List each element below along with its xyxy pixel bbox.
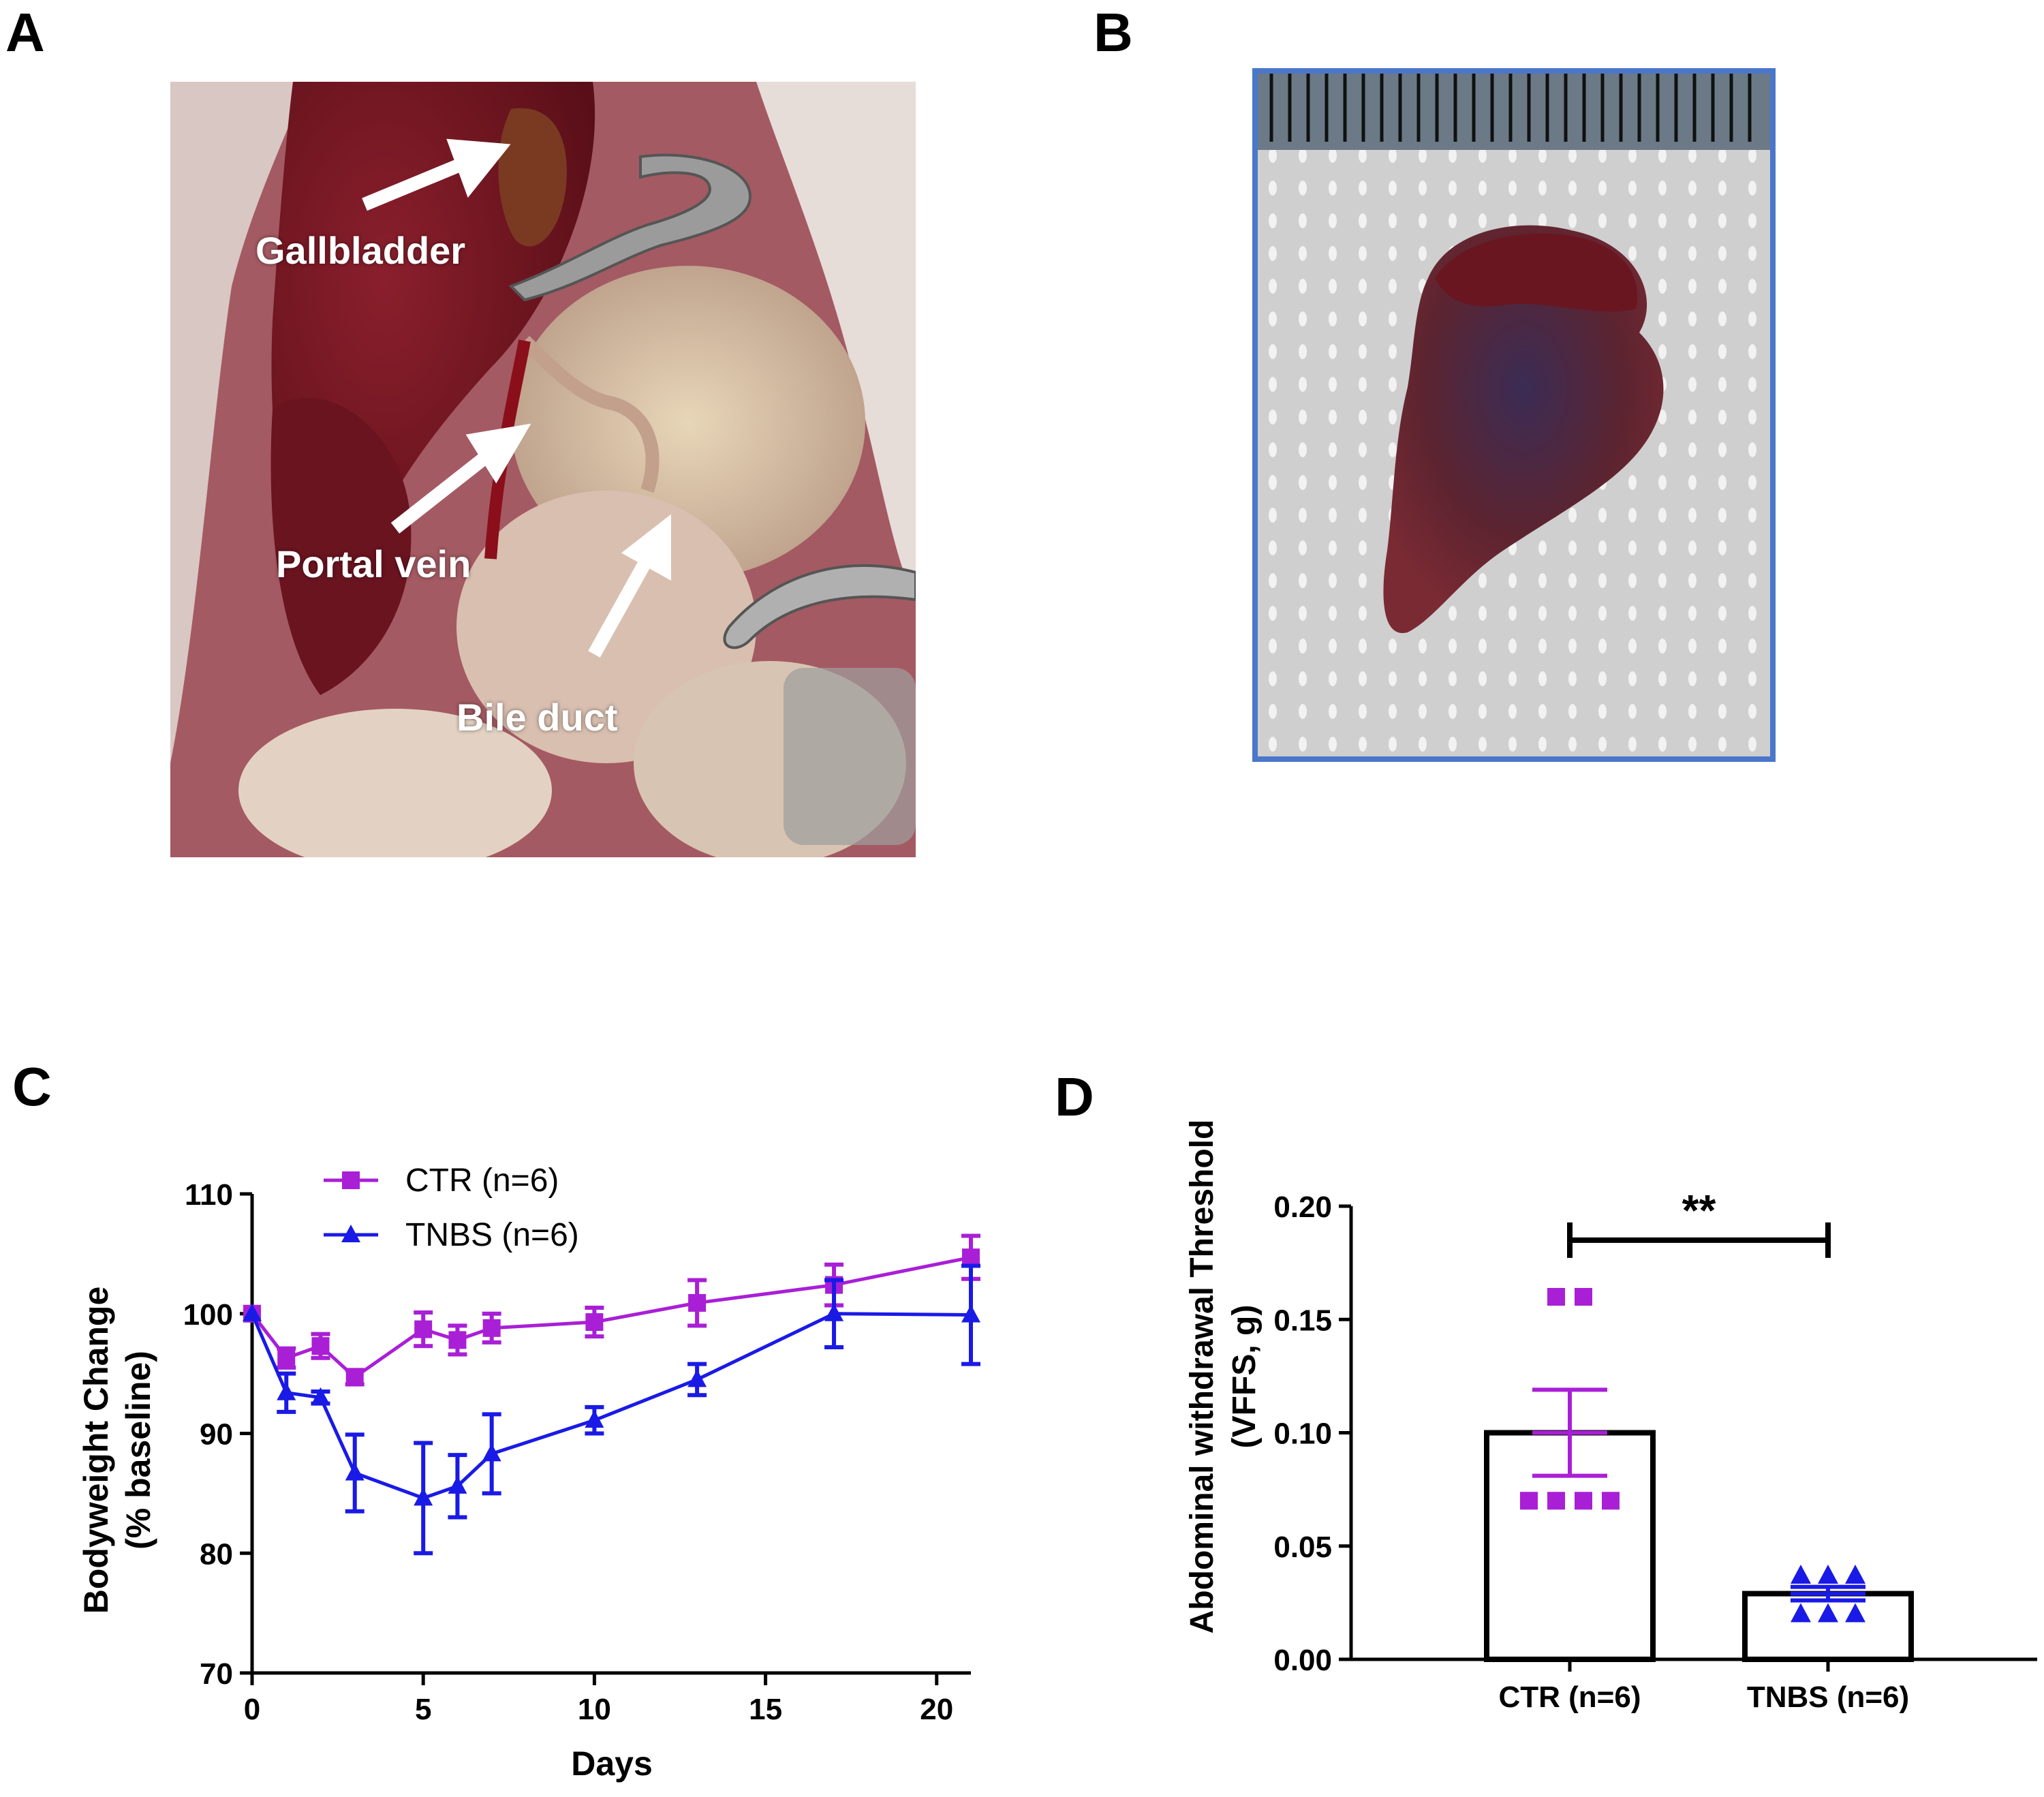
chart-d-point-tnbs [1791, 1564, 1811, 1584]
chart-d-sig-label: ** [1682, 1186, 1716, 1235]
chart-c-point-ctr [277, 1349, 296, 1367]
chart-c-point-tnbs [961, 1304, 980, 1323]
chart-d-xtick-label: TNBS (n=6) [1747, 1680, 1909, 1714]
chart-c-legend-marker-ctr [342, 1171, 360, 1189]
chart-c-point-tnbs [824, 1303, 844, 1321]
dissection-illustration [170, 82, 916, 857]
chart-c-bodyweight: 70 80 90 100 110 0 5 10 15 20 CTR (n=6) TNBS (n=6)… [77, 1163, 980, 1783]
arrow-gallbladder [362, 138, 511, 211]
tissue-illustration [1258, 74, 1770, 756]
chart-d-point-ctr [1547, 1288, 1565, 1306]
chart-d-point-ctr [1575, 1492, 1592, 1510]
dissection-photo: Gallbladder Portal vein Bile duct [170, 82, 916, 857]
chart-c-point-ctr [688, 1293, 707, 1312]
arrow-bile-duct [588, 514, 671, 658]
chart-d-ylabel-line2: (VFFS, g) [1226, 1305, 1263, 1449]
chart-d-point-ctr [1602, 1492, 1620, 1510]
chart-c-point-ctr [311, 1337, 330, 1355]
chart-c-ytick-label: 100 [183, 1298, 233, 1332]
chart-d-point-ctr [1520, 1492, 1538, 1510]
chart-c-point-tnbs [687, 1369, 707, 1387]
chart-c-legend: CTR (n=6) TNBS (n=6) [324, 1163, 579, 1253]
label-bile-duct: Bile duct [456, 696, 618, 739]
chart-c-ytick-label: 70 [200, 1657, 233, 1691]
chart-c-point-ctr [585, 1313, 604, 1332]
chart-c-point-ctr [414, 1320, 433, 1338]
chart-d-point-tnbs [1818, 1603, 1838, 1623]
chart-d-ylabel-line1: Abdominal withdrawal Threshold [1184, 1120, 1220, 1634]
panel-letter-a: A [5, 2, 45, 63]
chart-d-ytick-label: 0.15 [1273, 1304, 1332, 1337]
chart-c-xlabel: Days [571, 1745, 653, 1783]
panel-letter-c: C [12, 1056, 52, 1117]
chart-c-xtick-label: 5 [415, 1693, 431, 1726]
chart-d-point-ctr [1575, 1288, 1592, 1306]
chart-c-legend-label: CTR (n=6) [405, 1163, 559, 1199]
chart-c-point-tnbs [585, 1410, 604, 1428]
label-gallbladder: Gallbladder [256, 229, 466, 272]
chart-c-point-ctr [962, 1248, 980, 1267]
chart-d-point-tnbs [1818, 1564, 1838, 1584]
chart-c-series [243, 1233, 980, 1556]
chart-d-xtick-label: CTR (n=6) [1499, 1680, 1641, 1714]
chart-d-point-tnbs [1791, 1603, 1811, 1623]
chart-c-ylabel-line2: (% baseline) [119, 1351, 157, 1550]
chart-c-legend-marker-tnbs [341, 1225, 360, 1242]
chart-c-ytick-label: 90 [200, 1418, 233, 1452]
chart-c-point-ctr [482, 1319, 501, 1337]
chart-d-point-tnbs [1845, 1564, 1865, 1584]
chart-c-axes: 70 80 90 100 110 0 5 10 15 20 [183, 1178, 971, 1726]
chart-c-point-tnbs [243, 1303, 262, 1321]
chart-d-ytick-label: 0.00 [1273, 1644, 1332, 1677]
chart-c-point-tnbs [414, 1488, 433, 1506]
chart-d-points [1520, 1288, 1865, 1623]
arrow-portal-vein [390, 423, 531, 534]
chart-c-point-tnbs [311, 1387, 330, 1405]
chart-c-point-tnbs [277, 1382, 296, 1400]
label-portal-vein: Portal vein [276, 542, 471, 585]
chart-d-ytick-label: 0.10 [1273, 1417, 1332, 1451]
chart-c-xtick-label: 20 [920, 1693, 953, 1726]
ruler-ticks [1269, 74, 1752, 142]
chart-d-significance: ** [1567, 1186, 1831, 1258]
chart-d-ytick-label: 0.20 [1273, 1191, 1332, 1224]
chart-c-legend-label: TNBS (n=6) [405, 1217, 579, 1253]
chart-c-ylabel-line1: Bodyweight Change [77, 1287, 115, 1614]
chart-c-xtick-label: 0 [244, 1693, 260, 1726]
chart-c-ytick-label: 80 [200, 1537, 233, 1571]
panel-letter-b: B [1094, 2, 1133, 63]
chart-c-point-ctr [345, 1368, 364, 1386]
chart-c-xtick-label: 10 [578, 1693, 611, 1726]
chart-d-axes: 0.00 0.05 0.10 0.15 0.20 CTR (n=6) TNBS (n=6) [1273, 1191, 2037, 1714]
panel-letter-d: D [1055, 1066, 1094, 1127]
chart-d-bars [1484, 1430, 1914, 1662]
tissue-photo [1252, 68, 1776, 762]
chart-c-point-tnbs [448, 1475, 467, 1494]
chart-c-point-ctr [448, 1331, 467, 1349]
chart-c-ytick-label: 110 [185, 1178, 233, 1212]
chart-d-point-ctr [1547, 1492, 1565, 1510]
chart-c-point-tnbs [482, 1443, 501, 1462]
chart-d-point-tnbs [1845, 1603, 1865, 1623]
chart-d-ytick-label: 0.05 [1273, 1531, 1332, 1564]
chart-c-point-tnbs [345, 1462, 365, 1481]
chart-c-xtick-label: 15 [749, 1693, 782, 1726]
